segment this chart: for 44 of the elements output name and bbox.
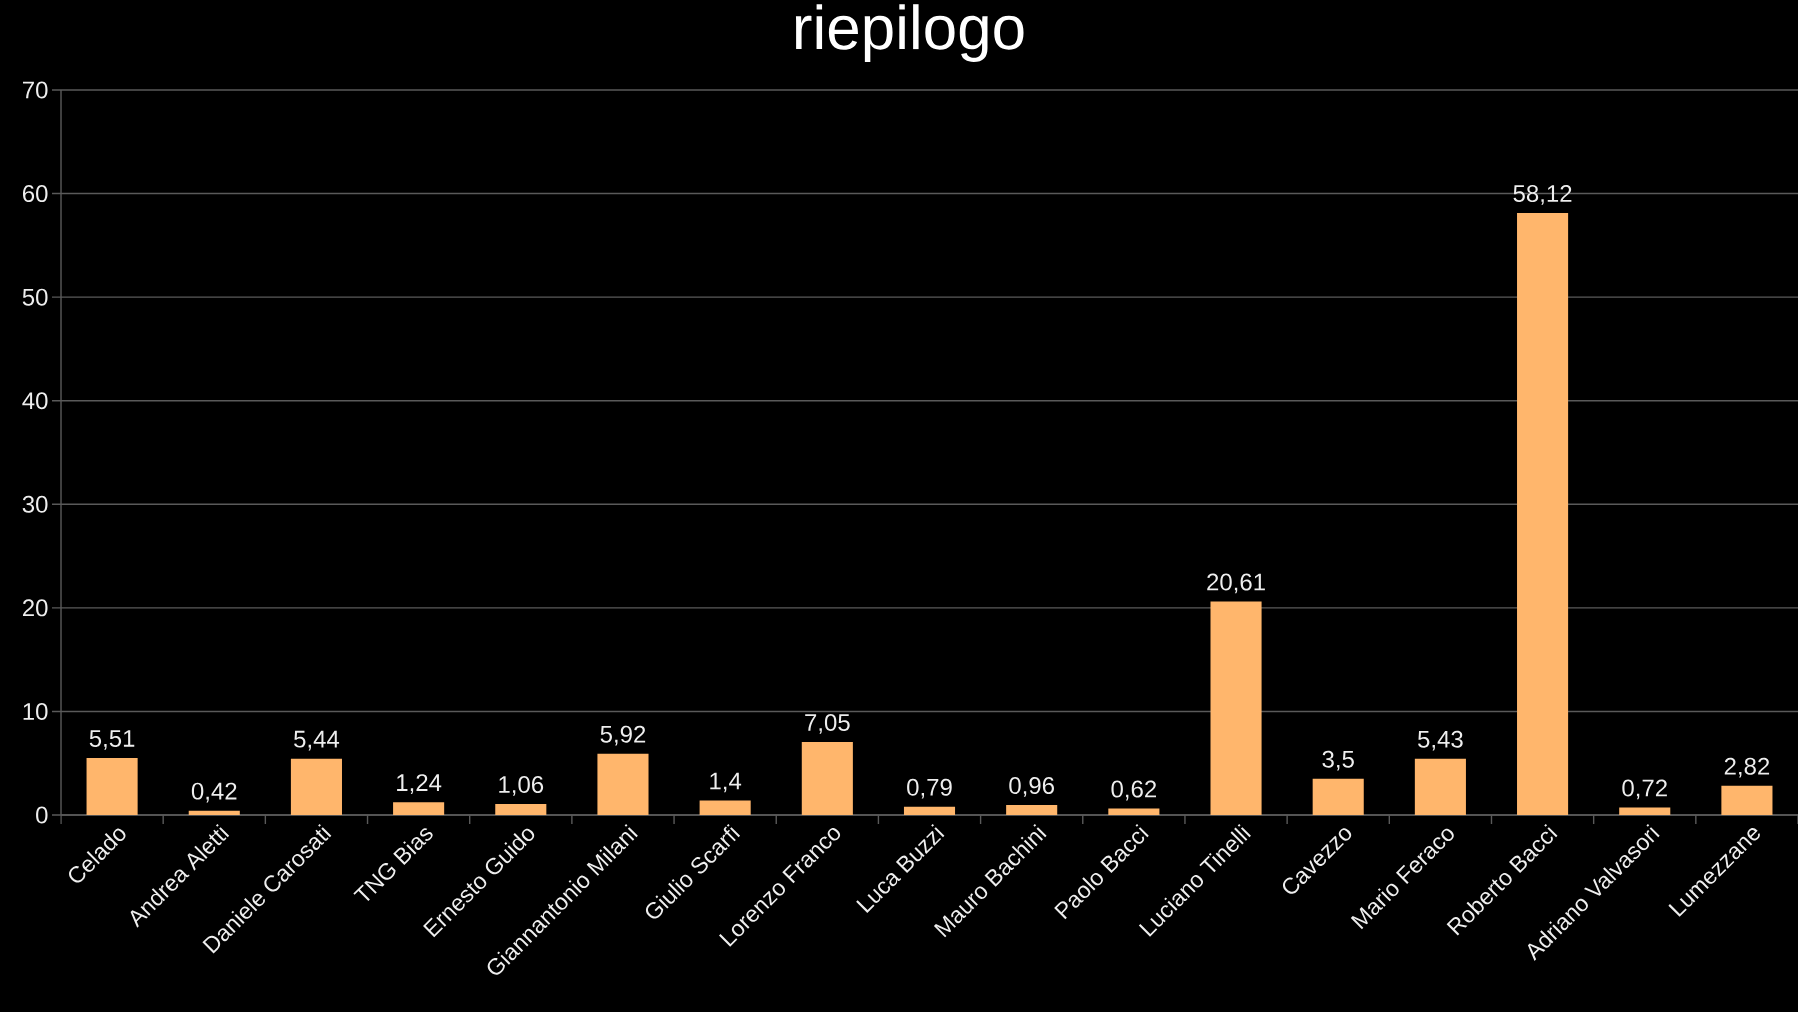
bar xyxy=(1619,807,1671,815)
data-label: 20,61 xyxy=(1207,573,1265,594)
bar xyxy=(1312,778,1364,815)
data-label: 7,05 xyxy=(805,713,850,734)
chart-title: riepilogo xyxy=(795,4,1024,62)
bar xyxy=(903,806,956,815)
y-tick-label: 10 xyxy=(23,702,48,720)
data-label: 5,51 xyxy=(89,730,135,750)
y-tick-label: 60 xyxy=(22,185,48,203)
bar xyxy=(699,800,751,815)
bar xyxy=(188,810,240,815)
data-label: 5,92 xyxy=(600,725,646,746)
y-tick-label: 20 xyxy=(22,599,48,617)
data-label: 2,82 xyxy=(1724,757,1770,778)
data-label: 5,44 xyxy=(294,730,340,751)
data-label: 0,72 xyxy=(1622,779,1667,800)
bar xyxy=(1721,785,1773,815)
bar xyxy=(290,758,342,815)
data-label: 0,42 xyxy=(191,782,237,803)
data-label: 0,96 xyxy=(1009,777,1054,797)
data-label: 3,5 xyxy=(1322,750,1354,771)
data-label: 1,06 xyxy=(499,776,544,796)
bar xyxy=(1414,758,1466,815)
bar xyxy=(1108,808,1160,815)
data-label: 1,4 xyxy=(710,772,742,793)
y-tick-label: 30 xyxy=(22,495,48,513)
data-label: 0,79 xyxy=(907,778,952,799)
y-tick-label: 50 xyxy=(22,288,48,306)
x-tick-label: TNG Bias xyxy=(353,828,433,901)
bar xyxy=(393,802,445,815)
bar xyxy=(597,753,649,815)
bar xyxy=(86,757,138,815)
data-label: 0,62 xyxy=(1111,780,1157,801)
bar xyxy=(495,804,547,815)
bar xyxy=(1517,213,1569,815)
y-tick-label: 40 xyxy=(22,392,48,410)
bar xyxy=(1006,805,1058,815)
y-tick-label: 70 xyxy=(22,81,48,99)
data-label: 58,12 xyxy=(1513,185,1572,205)
bar xyxy=(801,741,853,815)
y-tick-label: 0 xyxy=(36,806,48,824)
bar xyxy=(1210,601,1262,815)
data-label: 5,43 xyxy=(1417,730,1463,751)
data-label: 1,24 xyxy=(397,774,442,794)
